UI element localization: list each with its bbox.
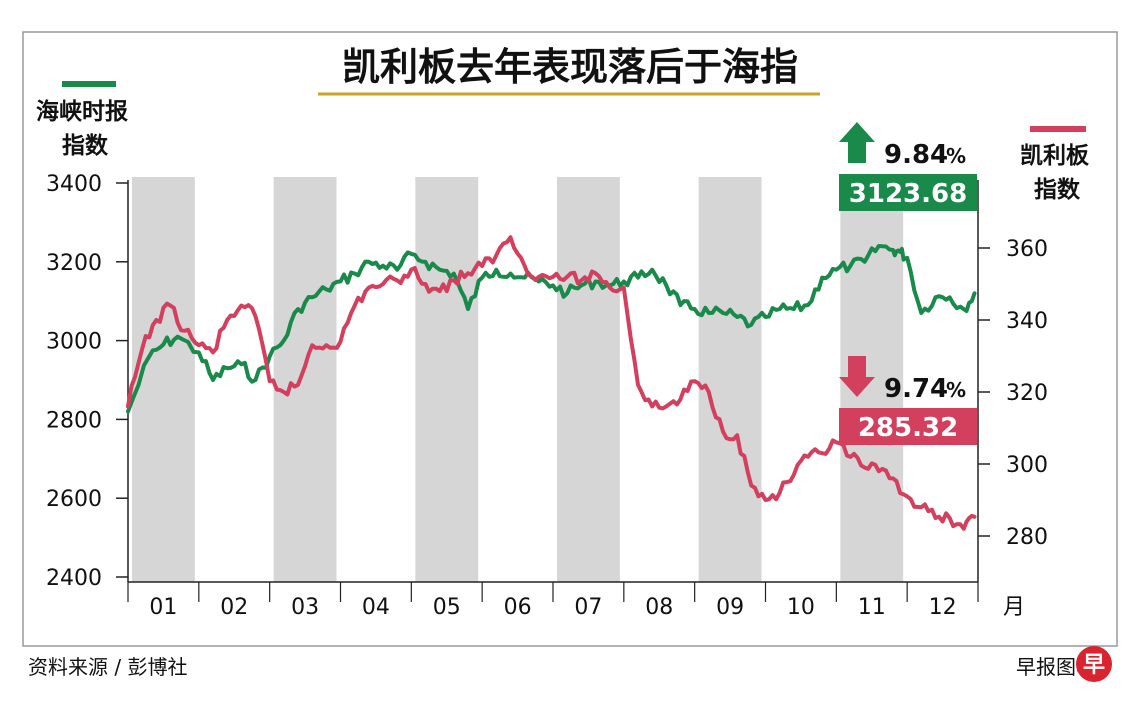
left-axis-label-line1: 海峡时报 (36, 98, 128, 125)
left-tick-label: 2800 (46, 408, 102, 433)
right-tick-label: 320 (1006, 381, 1048, 406)
left-tick-label: 3200 (46, 251, 102, 276)
month-band-07 (557, 177, 620, 582)
catalist-value-box (839, 408, 977, 445)
month-label-02: 02 (220, 595, 248, 620)
left-tick-label: 2400 (46, 566, 102, 591)
svg-text:早: 早 (1083, 653, 1105, 678)
sti-end-value: 3123.68 (849, 179, 967, 209)
right-axis-label-line1: 凯利板 (1020, 143, 1090, 169)
left-tick-label: 2600 (46, 487, 102, 512)
left-axis-label-line2: 指数 (62, 133, 109, 159)
left-tick-label: 3000 (46, 330, 102, 355)
month-label-12: 12 (929, 595, 957, 620)
right-axis-label-line2: 指数 (1034, 177, 1081, 203)
sti-value-box (839, 174, 977, 211)
sti-change-pct-sign: % (946, 144, 966, 168)
right-tick-label: 340 (1006, 309, 1048, 334)
catalist-change-pct: 9.74 (884, 374, 948, 404)
chart-title: 凯利板去年表现落后于海指 (342, 45, 798, 89)
month-label-03: 03 (291, 595, 319, 620)
month-label-05: 05 (433, 595, 461, 620)
month-label-11: 11 (858, 595, 886, 620)
month-label-07: 07 (574, 595, 602, 620)
month-band-03 (273, 177, 337, 582)
x-unit-label: 月 (1003, 595, 1025, 620)
month-label-06: 06 (504, 595, 532, 620)
sti-change-pct: 9.84 (884, 140, 948, 170)
month-band-05 (415, 177, 479, 582)
catalist-callout: 9.74 % 285.32 (839, 356, 977, 445)
month-band-01 (132, 177, 195, 582)
month-label-08: 08 (645, 595, 673, 620)
month-label-01: 01 (149, 595, 177, 620)
axes: 3400 3200 3000 2800 2600 2400 360 340 320 300 280 0… (46, 172, 1048, 620)
catalist-change-pct-sign: % (946, 378, 966, 402)
down-arrow-icon (839, 356, 875, 397)
source-label: 资料来源 / 彭博社 (28, 655, 187, 679)
sti-callout: 9.84 % 3123.68 (839, 122, 977, 211)
right-tick-label: 280 (1006, 525, 1048, 550)
up-arrow-icon (839, 122, 875, 163)
right-tick-label: 300 (1006, 453, 1048, 478)
right-tick-label: 360 (1006, 237, 1048, 262)
month-label-04: 04 (362, 595, 390, 620)
catalist-end-value: 285.32 (858, 413, 958, 443)
zaobao-logo: 早 (1076, 646, 1112, 682)
series-lines (126, 235, 977, 531)
month-band-09 (698, 177, 762, 582)
left-tick-label: 3400 (46, 172, 102, 197)
month-label-10: 10 (787, 595, 815, 620)
month-label-09: 09 (716, 595, 744, 620)
